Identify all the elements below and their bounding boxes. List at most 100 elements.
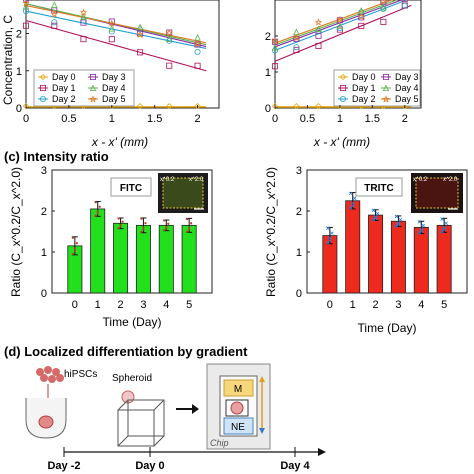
data-point: [293, 44, 300, 51]
data-point: [166, 102, 173, 110]
replicate-point: [421, 223, 426, 228]
y-tick-label: 0: [296, 288, 302, 300]
data-point: [271, 44, 279, 51]
data-point: [108, 24, 116, 32]
replicate-point: [119, 223, 122, 226]
replicate-point: [352, 196, 357, 201]
hipscs-cluster: [36, 366, 64, 383]
replicate-point: [140, 230, 143, 234]
data-point: [136, 30, 144, 38]
data-point: [22, 102, 30, 110]
timeline-day-4: Day 4: [280, 460, 310, 472]
chart-title-box: [110, 177, 152, 197]
fit-line: [25, 19, 207, 72]
legend-label: Day 4: [102, 83, 126, 93]
legend-label: Day 5: [395, 94, 419, 104]
legend-marker: [382, 84, 390, 91]
tritc-bar-chart: 0 1 2 3 4 5 0 1 2 3 TRITC x^0.2 x^2.0 Ratio (C_x^…: [264, 165, 468, 335]
replicate-point: [119, 225, 122, 228]
replicate-point: [121, 220, 124, 223]
bar: [436, 224, 452, 294]
data-point: [271, 103, 279, 110]
replicate-point: [165, 227, 168, 230]
legend-marker: [382, 95, 390, 103]
replicate-point: [142, 228, 145, 231]
x-tick-label: 1: [350, 299, 356, 311]
bar: [390, 220, 406, 294]
x-tick-label: 1: [95, 299, 101, 311]
data-point: [22, 22, 29, 29]
data-point: [51, 19, 58, 26]
chart-title: FITC: [120, 183, 142, 194]
x-tick-label: 5: [441, 299, 447, 311]
replicate-point: [165, 225, 168, 229]
replicate-point: [186, 217, 189, 221]
x-tick-label: 2: [402, 113, 408, 125]
data-point: [80, 36, 87, 43]
data-point: [357, 12, 365, 20]
data-point: [22, 2, 30, 10]
x-tick-label: 2: [118, 299, 124, 311]
chart-title-box: [355, 177, 403, 197]
data-point: [380, 3, 387, 11]
legend-marker: [40, 85, 47, 92]
replicate-point: [440, 217, 444, 221]
data-point: [194, 62, 201, 69]
hipscs-label: hiPSCs: [64, 369, 97, 380]
replicate-point: [142, 226, 145, 229]
chip-cube: [117, 399, 165, 447]
data-point: [380, 0, 387, 5]
legend-label: Day 3: [102, 72, 126, 82]
tritc-inset-image: x^0.2 x^2.0: [411, 173, 463, 213]
data-point: [51, 22, 58, 29]
y-tick-label: 2: [296, 206, 302, 218]
x-tick-label: 4: [418, 299, 424, 311]
legend-label: Day 5: [102, 94, 126, 104]
bar: [368, 214, 384, 294]
legend-label: Day 2: [52, 94, 76, 104]
replicate-point: [371, 208, 376, 213]
data-point: [166, 35, 173, 42]
x-tick-label: 1.5: [147, 113, 162, 125]
x-tick-label: 1: [109, 113, 115, 125]
legend-box: [333, 69, 421, 107]
y-tick-label: 3: [41, 165, 47, 177]
data-point: [314, 18, 323, 26]
x-tick-label: 3: [395, 299, 401, 311]
data-point: [108, 36, 115, 43]
legend-label: Day 2: [352, 94, 376, 104]
replicate-point: [396, 222, 401, 227]
x-tick-label: 3: [140, 299, 146, 311]
legend-marker: [89, 84, 97, 91]
arrow: [176, 404, 199, 414]
data-point: [380, 5, 387, 12]
replicate-point: [398, 217, 403, 222]
timeline-day-minus-2: Day -2: [47, 460, 80, 472]
replicate-point: [73, 247, 76, 250]
data-point: [137, 49, 144, 56]
x-tick-label: 0: [72, 299, 78, 311]
x-axis-label: Time (Day): [103, 315, 162, 329]
bar: [181, 224, 197, 294]
y-tick-label: 1: [265, 67, 271, 79]
bar: [113, 222, 129, 294]
data-point: [293, 46, 300, 53]
data-point: [136, 102, 144, 110]
y-tick-label: 1: [16, 66, 22, 78]
legend-label: Day 0: [52, 72, 76, 82]
inset-right-label: x^2.0: [443, 177, 458, 183]
x-tick-label: 4: [163, 299, 169, 311]
replicate-point: [96, 212, 99, 215]
y-axis-label: Concentration, C: [1, 15, 15, 105]
x-tick-label: 0: [23, 113, 29, 125]
replicate-point: [326, 226, 330, 231]
data-point: [336, 26, 343, 33]
legend-marker: [89, 95, 97, 103]
inset-right-label: x^2.0: [189, 177, 204, 183]
x-tick-label: 1.5: [365, 113, 380, 125]
replicate-point: [188, 228, 191, 231]
bar: [158, 224, 174, 294]
legend-label: Day 1: [52, 83, 76, 93]
